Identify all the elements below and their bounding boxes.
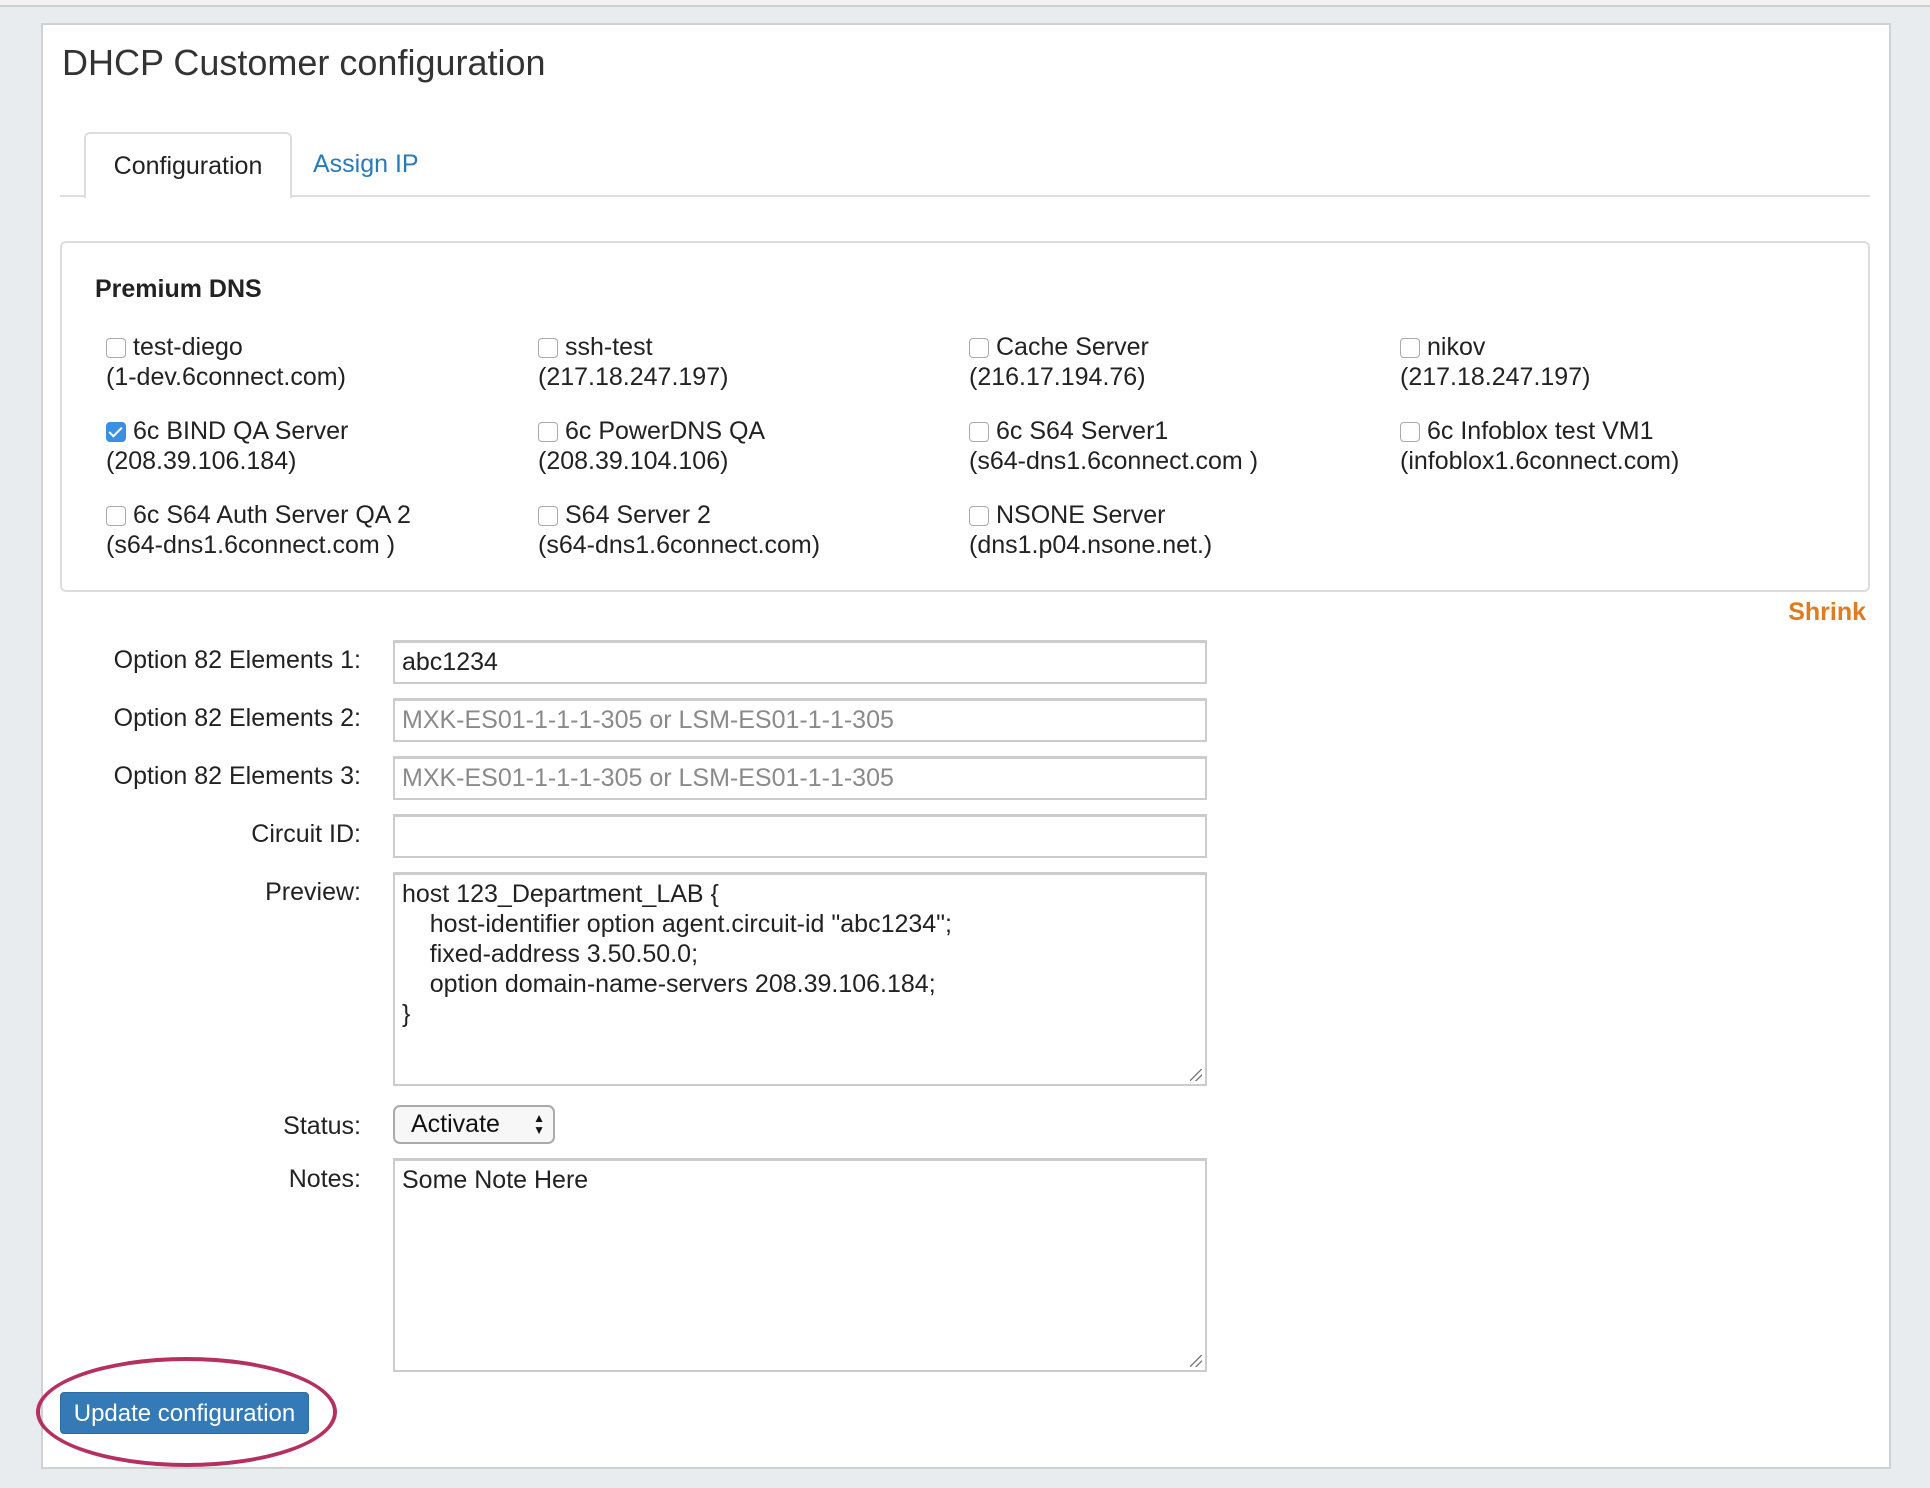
option82-1-input[interactable]: abc1234 <box>393 640 1207 684</box>
dns-server-name: ssh-test <box>565 333 653 361</box>
notes-label: Notes: <box>288 1165 361 1193</box>
dns-server-host: (infoblox1.6connect.com) <box>1400 447 1680 475</box>
dns-server-item[interactable]: 6c S64 Auth Server QA 2 (s64-dns1.6connec… <box>106 500 411 560</box>
option82-3-label: Option 82 Elements 3: <box>113 762 361 790</box>
circuit-id-label: Circuit ID: <box>251 820 361 848</box>
select-arrows-icon: ▲ ▼ <box>533 1111 545 1137</box>
resize-grip-icon[interactable] <box>1190 1355 1202 1367</box>
dns-server-item[interactable]: test-diego (1-dev.6connect.com) <box>106 332 346 392</box>
dns-server-host: (208.39.106.184) <box>106 447 297 475</box>
dns-server-checkbox[interactable] <box>969 422 989 442</box>
dns-server-item[interactable]: 6c S64 Server1 (s64-dns1.6connect.com ) <box>969 416 1258 476</box>
status-value: Activate <box>411 1110 500 1138</box>
dns-server-item[interactable]: ssh-test (217.18.247.197) <box>538 332 728 392</box>
dns-server-host: (217.18.247.197) <box>538 363 729 391</box>
dns-server-name: 6c S64 Server1 <box>996 417 1169 445</box>
dns-server-checkbox[interactable] <box>538 506 558 526</box>
dns-server-host: (216.17.194.76) <box>969 363 1146 391</box>
dns-server-host: (s64-dns1.6connect.com ) <box>969 447 1259 475</box>
dns-server-name: NSONE Server <box>996 501 1166 529</box>
shrink-link[interactable]: Shrink <box>1788 598 1866 626</box>
dns-server-host: (1-dev.6connect.com) <box>106 363 346 391</box>
dns-server-name: 6c PowerDNS QA <box>565 417 766 445</box>
premium-dns-title: Premium DNS <box>95 275 262 303</box>
dns-server-name: 6c Infoblox test VM1 <box>1427 417 1654 445</box>
dns-server-checkbox[interactable] <box>538 338 558 358</box>
dns-server-name: Cache Server <box>996 333 1149 361</box>
dns-server-host: (s64-dns1.6connect.com ) <box>106 531 396 559</box>
resize-grip-icon[interactable] <box>1190 1069 1202 1081</box>
dns-server-checkbox[interactable] <box>106 506 126 526</box>
dns-server-name: 6c BIND QA Server <box>133 417 349 445</box>
dns-server-item[interactable]: 6c Infoblox test VM1 (infoblox1.6connect.… <box>1400 416 1679 476</box>
dns-server-checkbox[interactable] <box>106 422 126 442</box>
preview-textarea[interactable]: host 123_Department_LAB { host-identifie… <box>393 872 1207 1086</box>
dns-server-checkbox[interactable] <box>106 338 126 358</box>
dns-server-checkbox[interactable] <box>1400 338 1420 358</box>
dns-server-item[interactable]: NSONE Server (dns1.p04.nsone.net.) <box>969 500 1212 560</box>
notes-textarea[interactable]: Some Note Here <box>393 1158 1207 1372</box>
tab-assign-ip[interactable]: Assign IP <box>313 150 419 178</box>
notes-text: Some Note Here <box>402 1166 589 1194</box>
update-configuration-button[interactable]: Update configuration <box>60 1392 309 1434</box>
dns-server-item[interactable]: S64 Server 2 (s64-dns1.6connect.com) <box>538 500 820 560</box>
dns-server-host: (208.39.104.106) <box>538 447 729 475</box>
dns-server-host: (217.18.247.197) <box>1400 363 1591 391</box>
status-label: Status: <box>283 1112 361 1140</box>
dns-server-item[interactable]: 6c BIND QA Server (208.39.106.184) <box>106 416 348 476</box>
top-border <box>0 0 1930 7</box>
dns-server-item[interactable]: Cache Server (216.17.194.76) <box>969 332 1149 392</box>
option82-2-label: Option 82 Elements 2: <box>113 704 361 732</box>
preview-label: Preview: <box>265 878 361 906</box>
dns-server-name: nikov <box>1427 333 1486 361</box>
dns-server-name: S64 Server 2 <box>565 501 711 529</box>
tab-divider <box>60 195 1870 197</box>
option82-1-label: Option 82 Elements 1: <box>113 646 361 674</box>
dns-server-checkbox[interactable] <box>969 506 989 526</box>
option82-3-input[interactable]: MXK-ES01-1-1-1-305 or LSM-ES01-1-1-305 <box>393 756 1207 800</box>
option82-2-input[interactable]: MXK-ES01-1-1-1-305 or LSM-ES01-1-1-305 <box>393 698 1207 742</box>
premium-dns-box <box>60 241 1870 592</box>
dns-server-item[interactable]: nikov (217.18.247.197) <box>1400 332 1590 392</box>
dns-server-checkbox[interactable] <box>1400 422 1420 442</box>
dns-server-item[interactable]: 6c PowerDNS QA (208.39.104.106) <box>538 416 765 476</box>
dns-server-host: (s64-dns1.6connect.com) <box>538 531 821 559</box>
dns-server-checkbox[interactable] <box>538 422 558 442</box>
dns-server-checkbox[interactable] <box>969 338 989 358</box>
tab-configuration[interactable]: Configuration <box>84 132 292 198</box>
dns-server-host: (dns1.p04.nsone.net.) <box>969 531 1213 559</box>
preview-text: host 123_Department_LAB { host-identifie… <box>402 880 952 1028</box>
dns-server-name: 6c S64 Auth Server QA 2 <box>133 501 411 529</box>
dns-server-name: test-diego <box>133 333 243 361</box>
circuit-id-input[interactable] <box>393 814 1207 858</box>
page-title: DHCP Customer configuration <box>62 42 546 83</box>
status-select[interactable]: Activate ▲ ▼ <box>393 1105 555 1144</box>
